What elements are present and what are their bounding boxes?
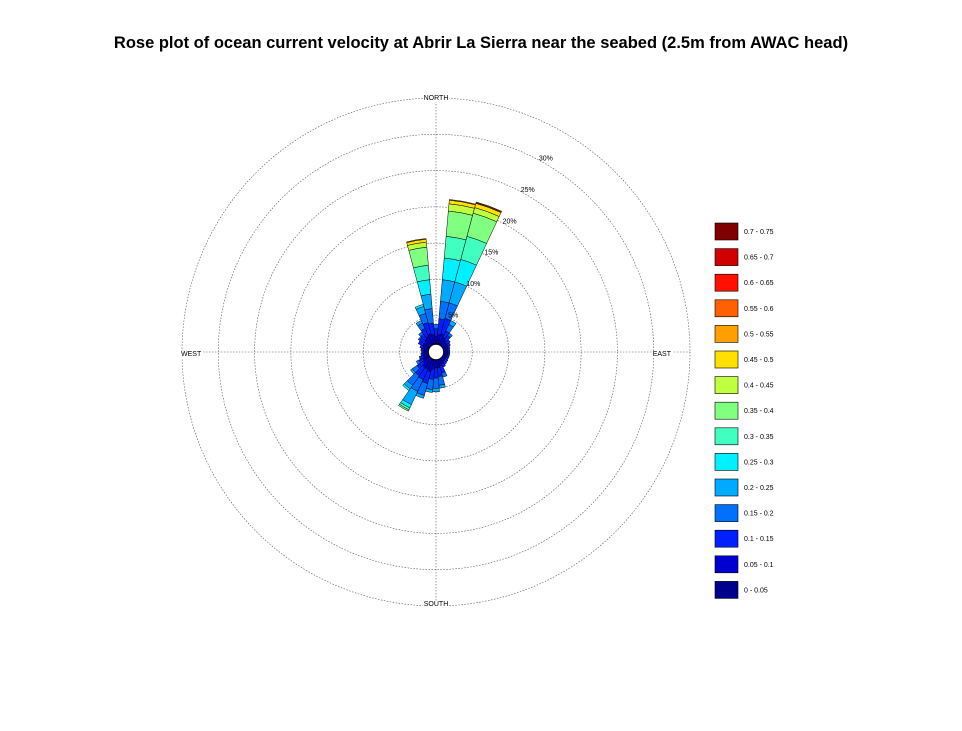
legend-swatch	[714, 299, 739, 318]
legend-label: 0.6 - 0.65	[744, 280, 774, 287]
legend-label: 0.7 - 0.75	[744, 229, 774, 236]
sector-10	[435, 199, 476, 353]
legend-item-1: 0.05 - 0.1	[714, 555, 774, 574]
wedge-20-bin-11	[475, 201, 502, 213]
legend-item-10: 0.5 - 0.55	[714, 325, 774, 343]
legend-swatch	[714, 453, 739, 471]
ring-label-1: 5%	[448, 313, 458, 320]
wedge-350-bin-7	[408, 246, 429, 269]
legend-swatch	[714, 529, 739, 548]
legend-label: 0.55 - 0.6	[744, 306, 774, 313]
legend: 0.7 - 0.75 0.65 - 0.7 0.6 - 0.65 0.55 - 0.6…	[714, 222, 774, 599]
legend-item-8: 0.4 - 0.45	[714, 376, 774, 394]
sector-20	[435, 201, 502, 353]
legend-label: 0.3 - 0.35	[744, 434, 774, 441]
wedge-40-bin-3	[447, 332, 453, 338]
legend-item-13: 0.65 - 0.7	[714, 248, 774, 266]
legend-label: 0.35 - 0.4	[744, 408, 774, 415]
legend-swatch	[714, 427, 739, 446]
legend-item-9: 0.45 - 0.5	[714, 350, 774, 369]
legend-item-3: 0.15 - 0.2	[714, 504, 774, 522]
legend-swatch	[714, 248, 739, 266]
wedge-230-bin-4	[410, 368, 416, 375]
wedge-0-bin-3	[433, 324, 439, 330]
legend-swatch	[714, 273, 739, 292]
west-label-bg	[180, 351, 203, 358]
sector-210	[398, 351, 437, 412]
ring-label-2: 10%	[466, 281, 480, 288]
legend-item-6: 0.3 - 0.35	[714, 427, 774, 446]
legend-item-12: 0.6 - 0.65	[714, 273, 774, 292]
legend-label: 0.05 - 0.1	[744, 562, 774, 569]
ring-label-6: 30%	[539, 156, 553, 163]
wedge-180-bin-4	[432, 387, 440, 393]
wedge-350-bin-10	[406, 238, 427, 243]
sector-350	[406, 238, 437, 353]
range-ring-1	[399, 315, 473, 389]
legend-swatch	[714, 325, 739, 343]
legend-label: 0.45 - 0.5	[744, 357, 774, 364]
legend-swatch	[714, 222, 739, 241]
wedge-240-bin-3	[415, 359, 421, 365]
east-label-bg	[651, 351, 673, 358]
north-label-bg	[422, 95, 450, 102]
legend-item-7: 0.35 - 0.4	[714, 401, 774, 420]
south-label: SOUTH	[424, 601, 449, 608]
legend-swatch	[714, 504, 739, 522]
legend-item-14: 0.7 - 0.75	[714, 222, 774, 241]
sector-200	[415, 351, 437, 399]
wedge-350-bin-6	[413, 264, 430, 283]
ring-label-3: 15%	[484, 250, 498, 257]
legend-item-11: 0.55 - 0.6	[714, 299, 774, 318]
legend-label: 0.25 - 0.3	[744, 459, 774, 466]
ring-label-4: 20%	[503, 218, 517, 225]
legend-swatch	[714, 401, 739, 420]
wedge-30-bin-4	[448, 320, 457, 328]
legend-item-4: 0.2 - 0.25	[714, 478, 774, 497]
legend-label: 0.5 - 0.55	[744, 331, 774, 338]
sector-layer	[398, 199, 502, 412]
wedge-210-bin-7	[398, 403, 410, 412]
legend-label: 0.4 - 0.45	[744, 383, 774, 390]
legend-swatch	[714, 555, 739, 574]
legend-label: 0.1 - 0.15	[744, 536, 774, 543]
legend-label: 0.65 - 0.7	[744, 255, 774, 262]
ring-label-5: 25%	[521, 187, 535, 194]
legend-label: 0.2 - 0.25	[744, 485, 774, 492]
legend-item-0: 0 - 0.05	[714, 581, 768, 599]
west-label: WEST	[181, 351, 202, 358]
legend-item-2: 0.1 - 0.15	[714, 529, 774, 548]
range-ring-2	[363, 279, 509, 425]
legend-swatch	[714, 478, 739, 497]
wedge-220-bin-5	[402, 383, 411, 391]
north-label: NORTH	[424, 95, 449, 102]
legend-swatch	[714, 581, 739, 599]
legend-item-5: 0.25 - 0.3	[714, 453, 774, 471]
range-ring-3	[326, 242, 546, 462]
legend-label: 0 - 0.05	[744, 587, 768, 594]
legend-swatch	[714, 376, 739, 394]
south-label-bg	[422, 601, 450, 608]
center-hub	[428, 344, 444, 360]
east-label: EAST	[653, 351, 672, 358]
wedge-170-bin-3	[437, 375, 445, 386]
ring-labels: 5% 10% 15% 20% 25% 30%	[448, 156, 553, 320]
wedge-260-bin-2	[420, 352, 425, 357]
legend-label: 0.15 - 0.2	[744, 511, 774, 518]
wedge-350-bin-5	[416, 279, 432, 297]
legend-swatch	[714, 350, 739, 369]
chart-title: Rose plot of ocean current velocity at A…	[113, 34, 849, 52]
